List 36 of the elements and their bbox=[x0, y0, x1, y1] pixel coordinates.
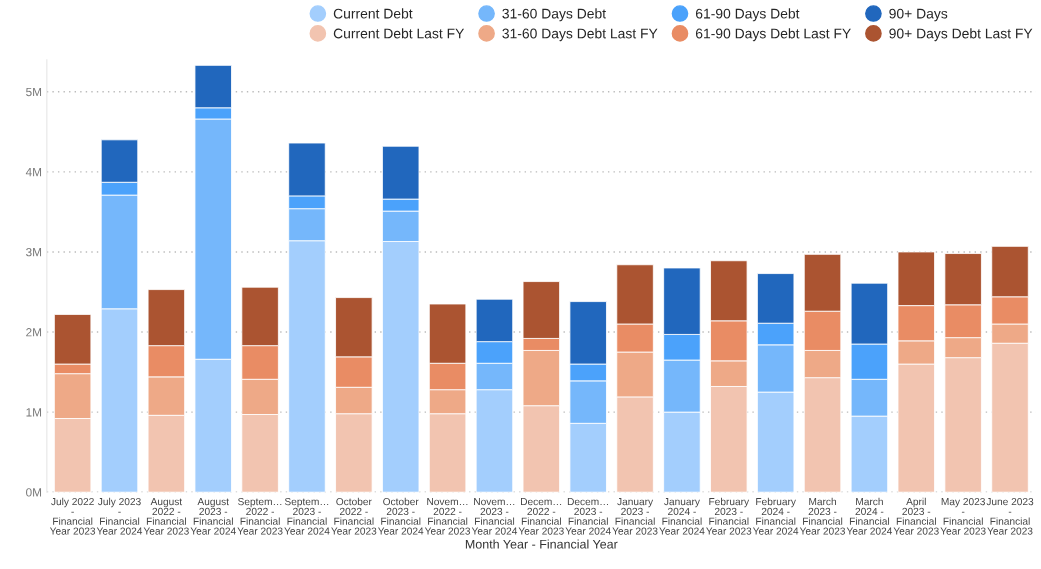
legend-label: 90+ Days Debt Last FY bbox=[889, 28, 1033, 42]
x-tick-label: Septem… 2023 - Financial Year 2024 bbox=[284, 498, 330, 535]
x-tick-label: March 2024 - Financial Year 2024 bbox=[846, 497, 893, 535]
x-tick-label: Septem… 2022 - Financial Year 2023 bbox=[237, 498, 283, 535]
x-tick-label: July 2022 - Financial Year 2023 bbox=[49, 497, 96, 535]
x-tick-label: May 2023 - Financial Year 2023 bbox=[940, 498, 986, 535]
legend-label: 61-90 Days Debt Last FY bbox=[695, 28, 851, 42]
x-tick-label: July 2023 - Financial Year 2024 bbox=[96, 497, 143, 535]
x-tick-label: March 2023 - Financial Year 2023 bbox=[799, 497, 846, 535]
y-tick-label: 3M bbox=[26, 247, 42, 257]
x-tick-label: February 2023 - Financial Year 2023 bbox=[706, 497, 752, 535]
x-tick-label: August 2023 - Financial Year 2024 bbox=[190, 498, 236, 535]
x-tick-label: Decem… 2023 - Financial Year 2024 bbox=[565, 498, 611, 535]
x-tick-label: February 2024 - Financial Year 2024 bbox=[752, 497, 799, 535]
x-tick-label: October 2022 - Financial Year 2023 bbox=[331, 497, 377, 535]
legend-label: 61-90 Days Debt bbox=[695, 8, 800, 22]
x-tick-label: June 2023 - Financial Year 2023 bbox=[986, 498, 1034, 535]
x-tick-label: January 2024 - Financial Year 2024 bbox=[659, 498, 705, 535]
x-tick-label: Decem… 2022 - Financial Year 2023 bbox=[518, 498, 564, 535]
x-tick-label: April 2023 - Financial Year 2023 bbox=[893, 497, 939, 535]
y-tick-label: 0M bbox=[26, 488, 42, 497]
legend-label: 90+ Days bbox=[889, 8, 948, 22]
y-tick-label: 4M bbox=[25, 168, 42, 177]
y-tick-label: 5M bbox=[26, 87, 42, 97]
x-axis-title: Month Year - Financial Year bbox=[465, 539, 618, 549]
legend-label: Current Debt Last FY bbox=[333, 28, 465, 39]
legend-label: 31-60 Days Debt Last FY bbox=[502, 28, 658, 42]
x-tick-label: October 2023 - Financial Year 2024 bbox=[378, 497, 424, 535]
y-tick-label: 1M bbox=[26, 408, 42, 417]
x-tick-label: Novem… 2023 - Financial Year 2024 bbox=[471, 498, 518, 535]
legend-label: Current Debt bbox=[333, 8, 413, 19]
legend-label: 31-60 Days Debt bbox=[502, 8, 606, 22]
x-tick-label: Novem… 2022 - Financial Year 2023 bbox=[424, 498, 471, 535]
x-tick-label: August 2022 - Financial Year 2023 bbox=[143, 498, 189, 535]
y-tick-label: 2M bbox=[26, 328, 42, 337]
x-tick-label: January 2023 - Financial Year 2023 bbox=[612, 498, 658, 535]
